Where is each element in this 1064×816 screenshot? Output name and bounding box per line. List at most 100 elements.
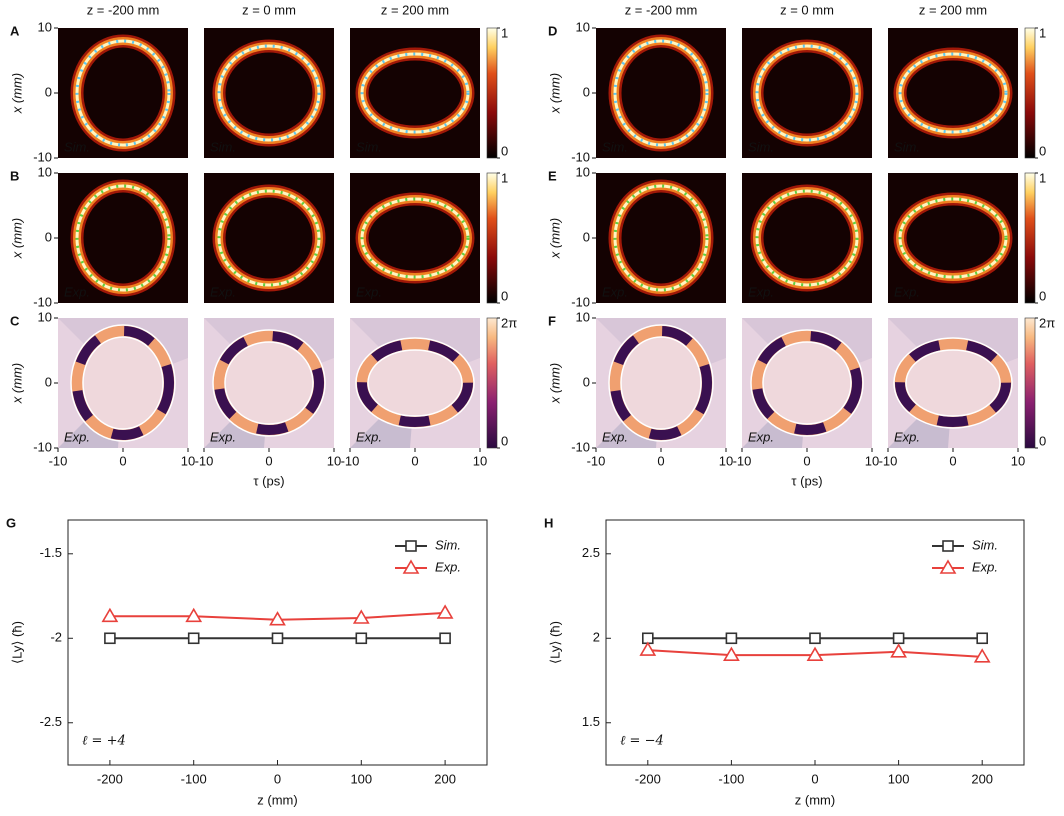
- x-tick-label: 10: [719, 453, 733, 468]
- column-title: z = 200 mm: [919, 2, 987, 17]
- x-tick-label: -10: [587, 453, 606, 468]
- panel-letter: A: [10, 23, 20, 38]
- panel-letter: D: [548, 23, 557, 38]
- y-axis-label: x (mm): [547, 363, 562, 404]
- x-tick-label: 10: [865, 453, 879, 468]
- x-tick-label: 0: [949, 453, 956, 468]
- x-tick-label: 0: [411, 453, 418, 468]
- colorbar: [1025, 28, 1035, 158]
- colorbar-tick-label: 1: [1039, 25, 1046, 40]
- x-tick-label: -10: [195, 453, 214, 468]
- y-tick-label: 0: [583, 374, 590, 389]
- marker-square: [810, 633, 820, 643]
- marker-triangle: [892, 645, 906, 657]
- panel-letter: G: [6, 515, 16, 530]
- x-tick-label: 200: [434, 771, 456, 786]
- panel-letter: F: [548, 313, 556, 328]
- panel-tag: Exp.: [748, 284, 774, 299]
- panel-letter: C: [10, 313, 20, 328]
- panel-tag: Sim.: [210, 139, 236, 154]
- x-tick-label: -10: [49, 453, 68, 468]
- marker-square: [273, 633, 283, 643]
- marker-triangle: [641, 643, 655, 655]
- y-tick-label: 10: [576, 164, 590, 179]
- x-tick-label: -10: [879, 453, 898, 468]
- marker-square: [977, 633, 987, 643]
- column-title: z = -200 mm: [625, 2, 698, 17]
- column-title: z = -200 mm: [87, 2, 160, 17]
- y-tick-label: -2: [50, 630, 62, 645]
- colorbar: [487, 28, 497, 158]
- x-tick-label: 10: [327, 453, 341, 468]
- panel-tag: Exp.: [356, 284, 382, 299]
- y-tick-label: 10: [38, 164, 52, 179]
- x-tick-label: 0: [657, 453, 664, 468]
- x-axis-label: τ (ps): [791, 473, 822, 488]
- y-tick-label: 0: [583, 229, 590, 244]
- annotation: ℓ = +4: [82, 734, 126, 749]
- marker-square: [440, 633, 450, 643]
- figure: z = -200 mm z = 0 mm z = 200 mm Ax (mm) Sim.…: [0, 0, 1064, 816]
- annotation: ℓ = −4: [620, 734, 664, 749]
- column-title: z = 0 mm: [780, 2, 834, 17]
- marker-square: [189, 633, 199, 643]
- x-tick-label: 0: [803, 453, 810, 468]
- colorbar-tick-label: 0: [1039, 143, 1046, 158]
- colorbar-tick-label: 0: [1039, 433, 1046, 448]
- x-tick-label: -100: [718, 771, 744, 786]
- column-title: z = 0 mm: [242, 2, 296, 17]
- panel-tag: Sim.: [748, 139, 774, 154]
- marker-square: [105, 633, 115, 643]
- colorbar-tick-label: 1: [501, 25, 508, 40]
- colorbar-tick-label: 2π: [501, 315, 517, 330]
- y-tick-label: -10: [571, 439, 590, 454]
- legend-label: Exp.: [972, 559, 998, 574]
- y-axis-label: x (mm): [547, 218, 562, 259]
- y-tick-label: 0: [45, 229, 52, 244]
- panel-tag: Exp.: [602, 284, 628, 299]
- colorbar-tick-label: 1: [1039, 170, 1046, 185]
- panel-tag: Sim.: [602, 139, 628, 154]
- panel-tag: Exp.: [748, 429, 774, 444]
- y-axis-label: x (mm): [9, 73, 24, 114]
- x-tick-label: 0: [811, 771, 818, 786]
- x-tick-label: -10: [341, 453, 360, 468]
- y-tick-label: -10: [33, 294, 52, 309]
- x-tick-label: 0: [119, 453, 126, 468]
- marker-square: [894, 633, 904, 643]
- page: z = -200 mm z = 0 mm z = 200 mm Ax (mm) Sim.…: [0, 0, 1064, 816]
- y-tick-label: 1.5: [582, 714, 600, 729]
- y-tick-label: 0: [45, 84, 52, 99]
- panel-tag: Sim.: [356, 139, 382, 154]
- x-tick-label: -10: [733, 453, 752, 468]
- legend-label: Sim.: [435, 537, 461, 552]
- x-tick-label: 10: [181, 453, 195, 468]
- legend-marker: [943, 541, 953, 551]
- panel-tag: Exp.: [210, 429, 236, 444]
- colorbar: [1025, 318, 1035, 448]
- y-axis-label: x (mm): [9, 363, 24, 404]
- y-tick-label: -10: [571, 149, 590, 164]
- y-tick-label: -2.5: [40, 714, 62, 729]
- x-tick-label: -100: [181, 771, 207, 786]
- colorbar-tick-label: 0: [1039, 288, 1046, 303]
- x-tick-label: -200: [635, 771, 661, 786]
- panel-letter: B: [10, 168, 19, 183]
- y-tick-label: 0: [45, 374, 52, 389]
- y-tick-label: -10: [571, 294, 590, 309]
- x-tick-label: 0: [274, 771, 281, 786]
- x-tick-label: 100: [888, 771, 910, 786]
- y-tick-label: -10: [33, 439, 52, 454]
- x-tick-label: 10: [473, 453, 487, 468]
- y-axis-label: ⟨Ly⟩ (ħ): [547, 621, 562, 664]
- panel-tag: Exp.: [602, 429, 628, 444]
- x-tick-label: 0: [265, 453, 272, 468]
- panel-letter: H: [544, 515, 553, 530]
- panel-tag: Sim.: [894, 139, 920, 154]
- panel-letter: E: [548, 168, 557, 183]
- colorbar-tick-label: 0: [501, 143, 508, 158]
- y-axis-label: x (mm): [547, 73, 562, 114]
- y-tick-label: 2.5: [582, 545, 600, 560]
- panel-tag: Exp.: [894, 284, 920, 299]
- colorbar-tick-label: 0: [501, 288, 508, 303]
